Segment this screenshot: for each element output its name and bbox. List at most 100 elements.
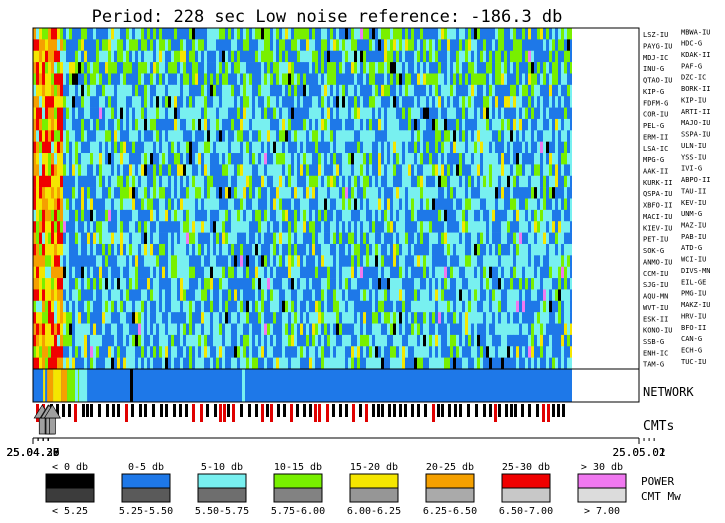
heat-cell bbox=[102, 266, 106, 279]
heat-cell bbox=[120, 232, 124, 245]
heat-cell bbox=[177, 187, 181, 199]
heat-cell bbox=[453, 153, 457, 165]
heat-cell bbox=[186, 107, 190, 120]
heat-cell bbox=[72, 62, 76, 74]
heat-cell bbox=[63, 153, 67, 165]
heat-cell bbox=[141, 187, 145, 199]
heat-cell bbox=[258, 50, 262, 63]
heat-cell bbox=[222, 221, 226, 233]
heat-cell bbox=[45, 62, 49, 74]
heat-cell bbox=[396, 141, 400, 154]
heat-cell bbox=[246, 96, 250, 108]
heat-cell bbox=[261, 278, 265, 290]
heat-cell bbox=[354, 96, 358, 108]
heat-cell bbox=[279, 153, 283, 165]
heat-cell bbox=[198, 232, 202, 245]
heat-cell bbox=[141, 96, 145, 108]
heat-cell bbox=[168, 62, 172, 74]
heat-cell bbox=[480, 187, 484, 199]
heat-cell bbox=[291, 73, 295, 86]
heat-cell bbox=[60, 141, 64, 154]
heat-cell bbox=[369, 96, 373, 108]
heat-cell bbox=[522, 221, 526, 233]
heat-cell bbox=[471, 323, 475, 336]
heat-cell bbox=[45, 300, 49, 313]
heat-cell bbox=[87, 334, 91, 347]
heat-cell bbox=[165, 334, 169, 347]
heat-cell bbox=[438, 266, 442, 279]
heat-cell bbox=[558, 300, 562, 313]
heat-cell bbox=[432, 130, 436, 142]
heat-cell bbox=[141, 84, 145, 97]
heat-cell bbox=[51, 50, 55, 63]
heat-cell bbox=[372, 312, 376, 324]
heat-cell bbox=[228, 84, 232, 97]
heat-cell bbox=[444, 118, 448, 131]
heat-cell bbox=[426, 141, 430, 154]
heat-cell bbox=[96, 266, 100, 279]
heat-cell bbox=[306, 96, 310, 108]
heat-cell bbox=[81, 278, 85, 290]
heat-cell bbox=[381, 175, 385, 188]
heat-cell bbox=[96, 289, 100, 302]
heat-cell bbox=[141, 323, 145, 336]
heat-cell bbox=[369, 232, 373, 245]
heat-cell bbox=[399, 232, 403, 245]
heat-cell bbox=[117, 141, 121, 154]
heat-cell bbox=[420, 323, 424, 336]
heat-cell bbox=[495, 243, 499, 256]
heat-cell bbox=[123, 107, 127, 120]
heat-cell bbox=[132, 153, 136, 165]
heat-cell bbox=[543, 232, 547, 245]
heat-cell bbox=[336, 73, 340, 86]
heat-cell bbox=[66, 300, 70, 313]
heat-cell bbox=[363, 243, 367, 256]
heat-cell bbox=[147, 334, 151, 347]
heat-cell bbox=[354, 266, 358, 279]
heat-cell bbox=[483, 255, 487, 267]
heat-cell bbox=[330, 266, 334, 279]
heat-cell bbox=[390, 334, 394, 347]
heat-cell bbox=[492, 255, 496, 267]
heat-cell bbox=[426, 62, 430, 74]
heat-cell bbox=[87, 118, 91, 131]
heat-cell bbox=[180, 198, 184, 211]
heat-cell bbox=[525, 62, 529, 74]
heat-cell bbox=[501, 255, 505, 267]
heat-cell bbox=[126, 221, 130, 233]
heat-cell bbox=[405, 323, 409, 336]
heat-cell bbox=[114, 39, 118, 52]
heat-cell bbox=[69, 289, 73, 302]
heat-cell bbox=[330, 50, 334, 63]
heat-cell bbox=[423, 312, 427, 324]
heat-cell bbox=[435, 50, 439, 63]
heat-cell bbox=[264, 289, 268, 302]
heat-cell bbox=[405, 334, 409, 347]
heat-cell bbox=[195, 164, 199, 177]
heat-cell bbox=[54, 198, 58, 211]
heat-cell bbox=[150, 255, 154, 267]
heat-cell bbox=[66, 266, 70, 279]
heat-cell bbox=[567, 96, 571, 108]
heat-cell bbox=[237, 300, 241, 313]
heat-cell bbox=[33, 187, 37, 199]
heat-cell bbox=[210, 300, 214, 313]
heat-cell bbox=[357, 39, 361, 52]
heat-cell bbox=[108, 28, 112, 40]
heat-cell bbox=[417, 175, 421, 188]
heat-cell bbox=[501, 153, 505, 165]
heat-cell bbox=[543, 255, 547, 267]
heat-cell bbox=[408, 141, 412, 154]
heat-cell bbox=[285, 107, 289, 120]
heat-cell bbox=[210, 107, 214, 120]
heat-cell bbox=[546, 289, 550, 302]
heat-cell bbox=[303, 323, 307, 336]
heat-cell bbox=[168, 141, 172, 154]
heat-cell bbox=[126, 175, 130, 188]
heat-cell bbox=[72, 39, 76, 52]
heat-cell bbox=[228, 50, 232, 63]
heat-cell bbox=[102, 209, 106, 222]
heat-cell bbox=[399, 278, 403, 290]
heat-cell bbox=[366, 255, 370, 267]
heat-cell bbox=[168, 289, 172, 302]
